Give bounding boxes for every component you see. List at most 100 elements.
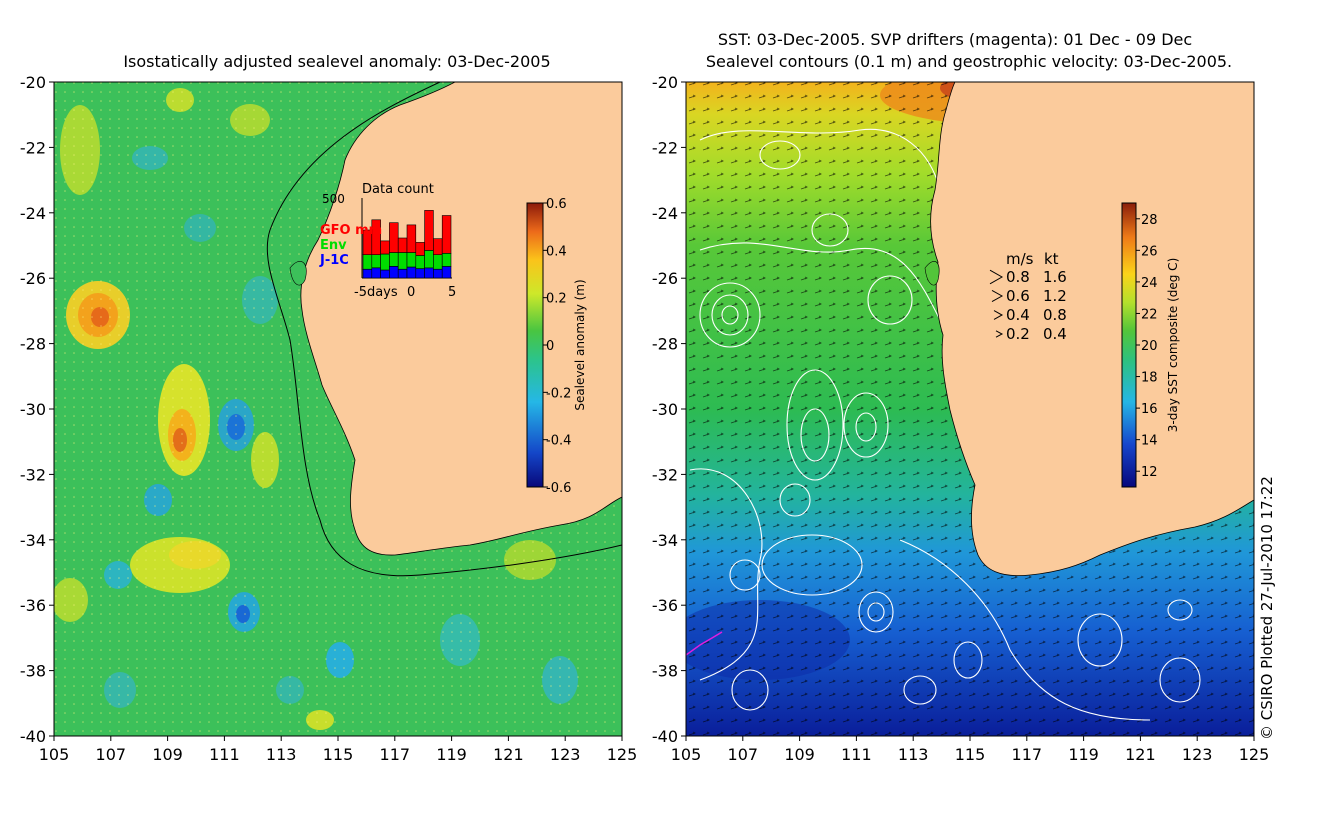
velocity-header-ms: m/s: [1006, 250, 1034, 268]
sst-colorbar: 28 26 24 22 20 18 16 14 12 3-day SST composite (…: [1121, 202, 1180, 488]
lat-label: -30: [20, 400, 46, 419]
inset-x-label-end: 5: [448, 285, 456, 300]
velocity-legend-kt: 0.4: [1043, 325, 1067, 343]
sealevel-colorbar-ramp: [526, 202, 544, 488]
lat-label: -20: [20, 73, 46, 92]
velocity-legend: m/s kt 0.8 1.60.6 1.20.4 0.80.2 0.4: [989, 250, 1067, 343]
sealevel-tick-label: 0: [546, 339, 554, 354]
lon-label: 111: [209, 745, 240, 764]
inset-bar: [415, 242, 425, 256]
sealevel-tick-label: 0.2: [546, 292, 567, 307]
velocity-legend-arrow: [993, 310, 1004, 320]
lat-label: -30: [652, 400, 678, 419]
sealevel-tick-label: -0.2: [546, 386, 571, 401]
inset-bar: [389, 222, 399, 253]
inset-x-label-zero: 0: [407, 285, 415, 300]
velocity-legend-kt: 0.8: [1043, 306, 1067, 324]
velocity-legend-arrow: [989, 269, 1004, 285]
inset-bar: [433, 268, 443, 279]
inset-bar: [380, 253, 390, 271]
velocity-legend-ms: 0.2: [1006, 325, 1030, 343]
shark-bay: [289, 261, 307, 286]
legend-env: Env: [320, 238, 347, 253]
lon-label: 121: [1125, 745, 1156, 764]
velocity-legend-arrow: [995, 330, 1004, 338]
lat-label: -38: [652, 662, 678, 681]
sealevel-tick-label: 0.4: [546, 244, 567, 259]
inset-bar: [380, 269, 390, 279]
lat-label: -20: [652, 73, 678, 92]
velocity-legend-ms: 0.6: [1006, 287, 1030, 305]
inset-bar: [424, 250, 434, 269]
shelf-contour: [266, 82, 622, 577]
inset-bar: [362, 254, 373, 270]
lon-label: 123: [1182, 745, 1213, 764]
data-count-inset: Data count 500 GFO mm Env J-1C -5days 0 …: [319, 182, 456, 300]
sealevel-tick-label: -0.6: [546, 481, 571, 496]
velocity-legend-ms: 0.8: [1006, 268, 1030, 286]
sealevel-contours: [689, 128, 1201, 721]
velocity-header-kt: kt: [1044, 250, 1059, 268]
lon-label: 121: [493, 745, 524, 764]
inset-bar: [406, 252, 417, 268]
lat-label: -24: [652, 204, 678, 223]
lon-label: 117: [380, 745, 411, 764]
lat-label: -24: [20, 204, 46, 223]
lat-label: -36: [20, 596, 46, 615]
lat-label: -22: [652, 138, 678, 157]
sst-tick-label: 22: [1141, 307, 1158, 322]
lon-label: 115: [955, 745, 986, 764]
inset-x-label-start: -5days: [354, 285, 398, 300]
inset-bar: [424, 267, 434, 279]
right-panel-title-line1: SST: 03-Dec-2005. SVP drifters (magenta)…: [718, 30, 1192, 49]
lat-label: -40: [20, 727, 46, 746]
sealevel-tick-label: -0.4: [546, 434, 571, 449]
lon-label: 109: [784, 745, 815, 764]
lon-label: 119: [1068, 745, 1099, 764]
lat-label: -28: [652, 335, 678, 354]
velocity-legend-ms: 0.4: [1006, 306, 1030, 324]
sst-map[interactable]: [670, 65, 1254, 736]
lat-label: -38: [20, 662, 46, 681]
inset-ymax-label: 500: [322, 192, 345, 206]
inset-bars: [362, 210, 452, 279]
sst-tick-label: 14: [1141, 434, 1158, 449]
sst-colorbar-label: 3-day SST composite (deg C): [1166, 258, 1180, 432]
sealevel-colorbar-ticks: 0.6 0.4 0.2 0 -0.2 -0.4 -0.6: [543, 197, 571, 496]
inset-bar: [371, 254, 381, 269]
lon-label: 113: [266, 745, 297, 764]
lat-label: -40: [652, 727, 678, 746]
right-panel-title-line2: Sealevel contours (0.1 m) and geostrophi…: [706, 52, 1232, 71]
inset-bar: [415, 268, 425, 279]
lon-label: 105: [671, 745, 702, 764]
inset-bar: [397, 268, 408, 279]
inset-bar: [433, 238, 443, 255]
lat-label: -26: [652, 269, 678, 288]
lon-label: 117: [1012, 745, 1043, 764]
lon-label: 107: [96, 745, 127, 764]
lon-label: 113: [898, 745, 929, 764]
inset-bar: [389, 252, 399, 267]
shark-bay-sst: [924, 261, 940, 286]
sealevel-colorbar: 0.6 0.4 0.2 0 -0.2 -0.4 -0.6 Sealevel anomaly …: [526, 197, 587, 496]
credit-text: © CSIRO Plotted 27-Jul-2010 17:22: [1258, 476, 1276, 740]
inset-bar: [433, 254, 443, 270]
left-panel-title: Isostatically adjusted sealevel anomaly:…: [123, 52, 550, 71]
inset-bar: [371, 219, 381, 256]
sealevel-tick-label: 0.6: [546, 197, 567, 212]
lon-label: 111: [841, 745, 872, 764]
sst-colorbar-ramp: [1121, 202, 1137, 488]
australia-land-sst: [930, 82, 1254, 577]
velocity-legend-kt: 1.2: [1043, 287, 1067, 305]
lat-label: -26: [20, 269, 46, 288]
lon-label: 115: [323, 745, 354, 764]
inset-bar: [362, 268, 373, 279]
lat-label: -22: [20, 138, 46, 157]
sst-tick-label: 18: [1141, 371, 1158, 386]
lat-label: -32: [652, 465, 678, 484]
velocity-legend-rows: 0.8 1.60.6 1.20.4 0.80.2 0.4: [989, 268, 1067, 343]
velocity-legend-kt: 1.6: [1043, 268, 1067, 286]
lon-label: 123: [550, 745, 581, 764]
